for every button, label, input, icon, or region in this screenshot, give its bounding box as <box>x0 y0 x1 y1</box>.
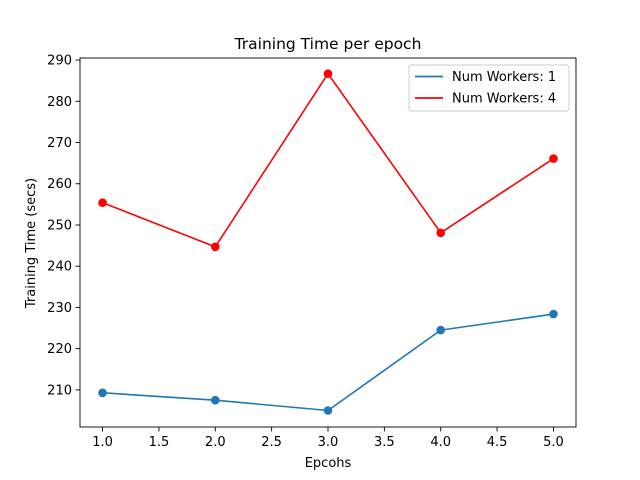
data-point-s1-4 <box>436 325 446 335</box>
x-tick-label: 2.0 <box>205 435 226 450</box>
y-tick-label: 280 <box>47 95 72 110</box>
y-tick-label: 270 <box>47 136 72 151</box>
x-tick-label: 5.0 <box>543 435 564 450</box>
x-tick-label: 1.5 <box>149 435 170 450</box>
y-tick-label: 240 <box>47 260 72 275</box>
x-tick-label: 2.5 <box>261 435 282 450</box>
x-tick-label: 3.5 <box>374 435 395 450</box>
data-point-s1-5 <box>549 309 558 319</box>
data-point-s2-1 <box>98 198 107 208</box>
x-tick-label: 1.0 <box>92 435 113 450</box>
data-point-s2-2 <box>210 242 220 252</box>
x-tick-label: 4.5 <box>487 435 508 450</box>
data-point-s2-3 <box>323 69 333 78</box>
data-point-s1-1 <box>98 388 107 398</box>
x-axis-label: Epcohs <box>305 456 352 471</box>
y-tick-label: 290 <box>47 54 72 69</box>
legend-label-2: Num Workers: 4 <box>452 92 556 107</box>
legend-box <box>408 64 570 112</box>
legend-label-1: Num Workers: 1 <box>452 70 556 85</box>
y-tick-label: 210 <box>47 383 72 398</box>
x-axis: 1.0 1.5 2.0 2.5 3.0 3.5 4.0 4.5 5.0 <box>92 427 564 450</box>
y-tick-label: 220 <box>47 342 72 357</box>
data-point-s1-2 <box>210 395 220 405</box>
x-tick-label: 4.0 <box>430 435 451 450</box>
chart-title: Training Time per epoch <box>234 35 422 53</box>
legend: Num Workers: 1 Num Workers: 4 <box>408 64 570 112</box>
x-tick-label: 3.0 <box>318 435 339 450</box>
y-tick-label: 260 <box>47 177 72 192</box>
y-tick-label: 230 <box>47 301 72 316</box>
y-axis-label: Training Time (secs) <box>24 178 39 309</box>
y-tick-label: 250 <box>47 218 72 233</box>
data-point-s2-4 <box>436 228 446 238</box>
y-axis: 210 220 230 240 250 260 270 280 290 <box>47 54 80 398</box>
data-point-s2-5 <box>549 154 558 163</box>
data-point-s1-3 <box>323 406 333 415</box>
